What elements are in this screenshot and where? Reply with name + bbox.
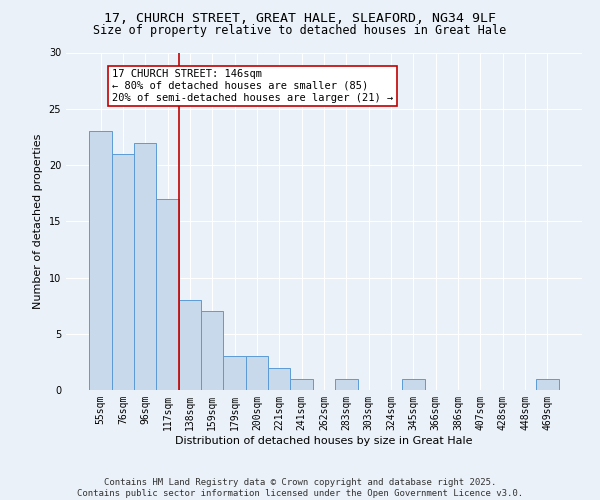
Bar xyxy=(157,198,179,390)
Text: Size of property relative to detached houses in Great Hale: Size of property relative to detached ho… xyxy=(94,24,506,37)
Text: 17 CHURCH STREET: 146sqm
← 80% of detached houses are smaller (85)
20% of semi-d: 17 CHURCH STREET: 146sqm ← 80% of detach… xyxy=(112,70,393,102)
Bar xyxy=(112,154,134,390)
Y-axis label: Number of detached properties: Number of detached properties xyxy=(33,134,43,309)
Bar xyxy=(290,379,313,390)
Text: Contains HM Land Registry data © Crown copyright and database right 2025.
Contai: Contains HM Land Registry data © Crown c… xyxy=(77,478,523,498)
X-axis label: Distribution of detached houses by size in Great Hale: Distribution of detached houses by size … xyxy=(175,436,473,446)
Text: 17, CHURCH STREET, GREAT HALE, SLEAFORD, NG34 9LF: 17, CHURCH STREET, GREAT HALE, SLEAFORD,… xyxy=(104,12,496,26)
Bar xyxy=(402,379,425,390)
Bar xyxy=(335,379,358,390)
Bar xyxy=(268,368,290,390)
Bar xyxy=(179,300,201,390)
Bar xyxy=(89,131,112,390)
Bar xyxy=(201,311,223,390)
Bar xyxy=(536,379,559,390)
Bar xyxy=(223,356,246,390)
Bar xyxy=(134,142,157,390)
Bar xyxy=(246,356,268,390)
